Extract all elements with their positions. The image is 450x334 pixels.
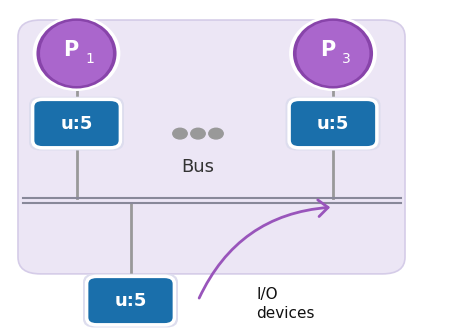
Ellipse shape [40, 21, 113, 86]
Ellipse shape [36, 18, 117, 89]
Ellipse shape [297, 21, 369, 86]
FancyArrowPatch shape [199, 200, 328, 298]
Text: P: P [63, 40, 79, 60]
Text: u:5: u:5 [60, 115, 93, 133]
Text: u:5: u:5 [114, 292, 147, 310]
FancyBboxPatch shape [33, 100, 121, 148]
Circle shape [191, 128, 205, 139]
Text: 1: 1 [86, 52, 94, 66]
Ellipse shape [289, 16, 377, 91]
FancyBboxPatch shape [29, 97, 124, 150]
FancyBboxPatch shape [289, 100, 377, 148]
Text: P: P [320, 40, 335, 60]
Text: I/O
devices: I/O devices [256, 287, 315, 321]
Ellipse shape [293, 18, 373, 89]
FancyBboxPatch shape [83, 274, 178, 327]
Ellipse shape [32, 16, 121, 91]
Text: 3: 3 [342, 52, 351, 66]
FancyBboxPatch shape [18, 20, 405, 274]
Text: Bus: Bus [181, 158, 215, 176]
Text: u:5: u:5 [317, 115, 349, 133]
FancyBboxPatch shape [86, 277, 174, 325]
Circle shape [209, 128, 223, 139]
FancyBboxPatch shape [285, 97, 380, 150]
Circle shape [173, 128, 187, 139]
